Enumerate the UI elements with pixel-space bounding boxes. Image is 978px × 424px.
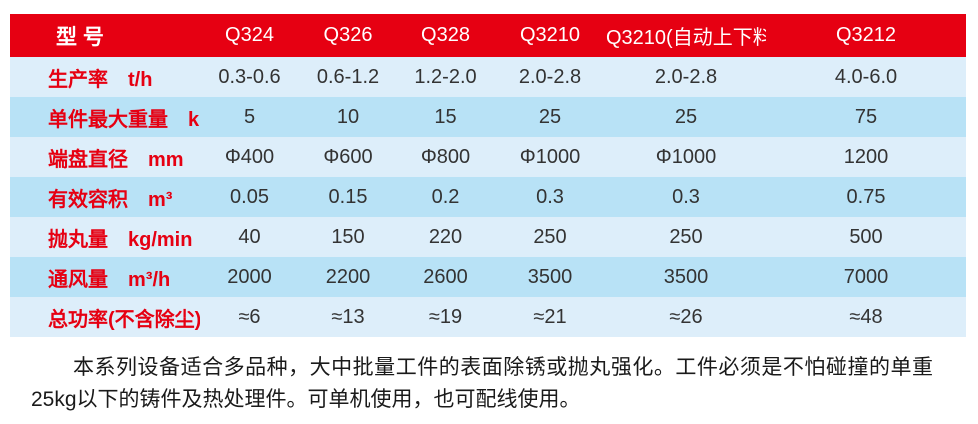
cell: 250 xyxy=(669,225,703,248)
col-header-q324: Q324 xyxy=(200,14,299,57)
cell: 7000 xyxy=(843,265,889,288)
cell: 10 xyxy=(336,105,360,128)
cell: 25 xyxy=(674,105,698,128)
cell: ≈13 xyxy=(331,305,365,328)
row-label: 总功率(不含除尘) xyxy=(48,308,200,331)
cell: 2.0-2.8 xyxy=(518,65,582,88)
col-header-q3210: Q3210 xyxy=(494,14,606,57)
table-row-effective-volume: 有效容积 m³ 0.05 0.15 0.2 0.3 0.3 0.75 xyxy=(10,177,966,217)
row-label: 有效容积 m³ xyxy=(48,188,173,211)
cell: 250 xyxy=(533,225,567,248)
cell: 5 xyxy=(243,105,256,128)
cell: 0.3 xyxy=(536,185,564,208)
cell: 2600 xyxy=(423,265,468,288)
col-header-q326: Q326 xyxy=(299,14,397,57)
cell: 40 xyxy=(238,225,261,248)
table-row-production-rate: 生产率 t/h 0.3-0.6 0.6-1.2 1.2-2.0 2.0-2.8 … xyxy=(10,57,966,97)
row-label: 单件最大重量 kg xyxy=(48,108,200,131)
cell: 4.0-6.0 xyxy=(834,65,898,88)
cell: 0.2 xyxy=(431,185,460,208)
cell: Φ600 xyxy=(323,145,373,168)
table-row-shot-flow: 抛丸量 kg/min 40 150 220 250 250 500 xyxy=(10,217,966,257)
col-header-q328: Q328 xyxy=(397,14,494,57)
cell: 25 xyxy=(538,105,562,128)
cell: Φ400 xyxy=(224,145,275,168)
row-label: 抛丸量 kg/min xyxy=(48,228,193,251)
cell: 0.05 xyxy=(230,185,269,208)
cell: Φ800 xyxy=(420,145,471,168)
cell: 0.75 xyxy=(846,185,886,208)
cell: ≈26 xyxy=(669,305,703,328)
row-label: 通风量 m³/h xyxy=(48,268,171,291)
cell: 3500 xyxy=(527,265,573,288)
cell: 150 xyxy=(331,225,365,248)
cell: 2200 xyxy=(325,265,371,288)
cell: 0.3-0.6 xyxy=(218,65,281,88)
description-paragraph: 本系列设备适合多品种，大中批量工件的表面除锈或抛丸强化。工件必须是不怕碰撞的单重… xyxy=(31,356,933,411)
cell: 2.0-2.8 xyxy=(654,65,718,88)
cell: 0.6-1.2 xyxy=(316,65,380,88)
cell: 1.2-2.0 xyxy=(414,65,477,88)
cell: 15 xyxy=(434,105,457,128)
table-row-ventilation: 通风量 m³/h 2000 2200 2600 3500 3500 7000 xyxy=(10,257,966,297)
cell: 0.15 xyxy=(328,185,368,208)
cell: 220 xyxy=(428,225,463,248)
table-row-total-power: 总功率(不含除尘) ≈6 ≈13 ≈19 ≈21 ≈26 ≈48 xyxy=(10,297,966,337)
cell: 0.3 xyxy=(672,185,700,208)
cell: Φ1000 xyxy=(655,145,717,168)
cell: Φ1000 xyxy=(519,145,581,168)
row-label: 端盘直径 mm xyxy=(48,148,184,171)
table-row-max-piece-weight: 单件最大重量 kg 5 10 15 25 25 75 xyxy=(10,97,966,137)
table-row-disc-diameter: 端盘直径 mm Φ400 Φ600 Φ800 Φ1000 Φ1000 1200 xyxy=(10,137,966,177)
row-label: 生产率 t/h xyxy=(48,68,153,91)
spec-table: 型 号 Q324 Q326 Q328 Q3210 Q3210(自动上下料) Q3… xyxy=(10,14,966,337)
cell: 500 xyxy=(849,225,883,248)
model-header-label: 型 号 xyxy=(10,14,200,57)
col-header-q3210-auto: Q3210(自动上下料) xyxy=(606,14,766,57)
cell: ≈21 xyxy=(533,305,567,328)
cell: 2000 xyxy=(227,265,272,288)
cell: ≈6 xyxy=(238,305,261,328)
cell: 3500 xyxy=(663,265,709,288)
table-header-row: 型 号 Q324 Q326 Q328 Q3210 Q3210(自动上下料) Q3… xyxy=(10,14,966,57)
col-header-q3212: Q3212 xyxy=(766,14,966,57)
cell: 75 xyxy=(854,105,878,128)
cell: 1200 xyxy=(843,145,889,168)
cell: ≈19 xyxy=(428,305,463,328)
cell: ≈48 xyxy=(849,305,883,328)
